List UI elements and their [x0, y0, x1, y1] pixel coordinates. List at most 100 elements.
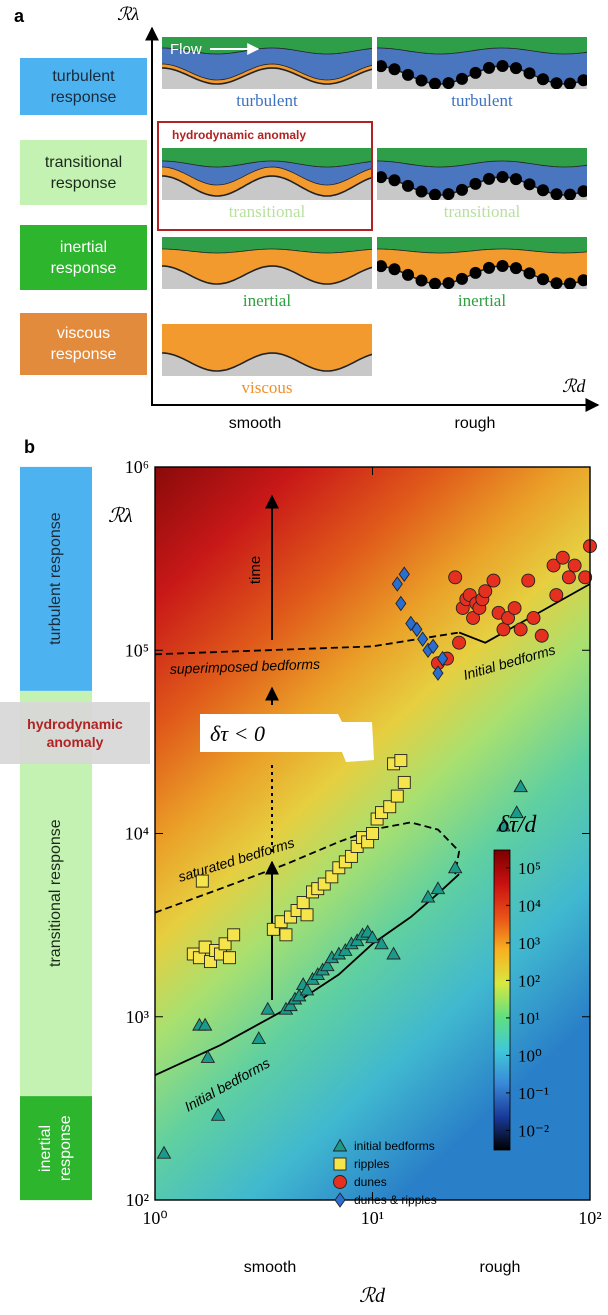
marker-triangle — [332, 1138, 348, 1152]
x-category: smooth — [244, 1259, 296, 1276]
layer-edge — [162, 67, 372, 85]
cell-layers — [162, 237, 372, 289]
grain — [510, 173, 522, 186]
grain — [429, 77, 441, 89]
grain — [415, 274, 428, 287]
cell-layers — [377, 37, 587, 89]
y-tick-label: 10² — [126, 1190, 149, 1210]
marker-circle — [534, 628, 549, 643]
negative-region — [200, 714, 374, 762]
grain — [550, 188, 563, 200]
cell-label: viscous — [242, 378, 293, 397]
colorbar — [493, 849, 511, 1151]
grain — [550, 77, 563, 89]
grain — [377, 60, 387, 73]
marker-triangle — [210, 1107, 226, 1121]
y-axis-label: ℛλ — [117, 4, 139, 24]
x-category: rough — [480, 1259, 521, 1276]
grain — [469, 177, 482, 190]
marker-circle — [486, 573, 501, 588]
marker-triangle — [156, 1145, 172, 1159]
grain — [550, 277, 563, 289]
anomaly-band: hydrodynamic anomaly — [0, 702, 150, 764]
marker-diamond — [432, 665, 444, 681]
marker-circle — [526, 611, 541, 625]
layer-edge — [162, 265, 372, 285]
marker-circle — [555, 550, 570, 565]
legend-label: dunes — [354, 1175, 387, 1189]
marker-square — [366, 827, 379, 840]
marker-square — [195, 874, 209, 888]
layer-edge — [162, 63, 372, 81]
y-axis-label: ℛλ — [108, 505, 133, 527]
grain — [483, 261, 495, 274]
grain — [564, 77, 576, 89]
colorbar-tick-label: 10⁵ — [518, 859, 541, 878]
grain — [577, 274, 587, 287]
marker-square — [397, 775, 411, 789]
marker-square — [227, 928, 241, 942]
marker-triangle — [200, 1049, 216, 1063]
grain — [537, 273, 549, 286]
cell — [162, 148, 372, 200]
annotation: superimposed bedforms — [170, 656, 321, 677]
grain — [456, 183, 468, 196]
marker-triangle — [430, 881, 446, 895]
colorbar-tick-label: 10³ — [518, 934, 540, 953]
grain — [429, 277, 441, 289]
layer-edge — [162, 175, 372, 197]
marker-circle — [333, 1175, 347, 1189]
cell — [377, 148, 587, 200]
grain — [456, 272, 468, 285]
grain — [429, 188, 441, 200]
response-box: turbulent response — [20, 58, 147, 115]
marker-circle — [501, 611, 516, 625]
grain — [442, 77, 455, 89]
boundary-curve — [154, 631, 460, 656]
cell-label: turbulent — [236, 91, 298, 110]
grain — [577, 185, 587, 198]
grain — [377, 260, 387, 273]
layer-edge — [162, 352, 372, 372]
grain — [483, 172, 495, 185]
marker-circle — [507, 601, 522, 615]
response-box: transitional response — [20, 140, 147, 205]
marker-triangle — [260, 1001, 276, 1015]
layer-edge — [377, 248, 587, 254]
legend-label: ripples — [354, 1157, 389, 1171]
marker-diamond — [417, 631, 429, 647]
marker-triangle — [513, 779, 528, 793]
y-tick-label: 10⁴ — [125, 824, 149, 844]
grain — [388, 263, 401, 276]
x-category: rough — [455, 415, 496, 432]
marker-triangle — [283, 998, 298, 1012]
grain — [537, 73, 549, 86]
cell — [162, 237, 372, 289]
marker-circle — [578, 570, 593, 585]
grain — [415, 185, 428, 198]
cell — [162, 324, 372, 376]
panel-label: b — [24, 437, 35, 457]
marker-circle — [513, 622, 528, 637]
colorbar-tick-label: 10⁰ — [518, 1046, 542, 1065]
marker-circle — [521, 573, 536, 588]
x-axis-label: ℛd — [562, 376, 586, 396]
marker-diamond — [411, 621, 423, 638]
grain — [496, 171, 509, 184]
marker-circle — [466, 611, 481, 625]
boundary-curve — [458, 583, 591, 644]
cell-layers — [377, 237, 587, 289]
marker-circle — [561, 570, 576, 585]
cell-label: transitional — [444, 202, 521, 221]
grain — [456, 72, 468, 85]
grain — [442, 277, 455, 289]
colorbar-tick-label: 10⁻¹ — [518, 1084, 549, 1103]
grain — [388, 63, 401, 76]
grain — [483, 61, 495, 74]
colorbar-tick-label: 10² — [518, 971, 540, 990]
grain — [377, 171, 387, 184]
annotation: δτ < 0 — [210, 721, 265, 746]
x-axis-label: ℛd — [359, 1285, 386, 1307]
x-tick-label: 10² — [578, 1208, 601, 1228]
